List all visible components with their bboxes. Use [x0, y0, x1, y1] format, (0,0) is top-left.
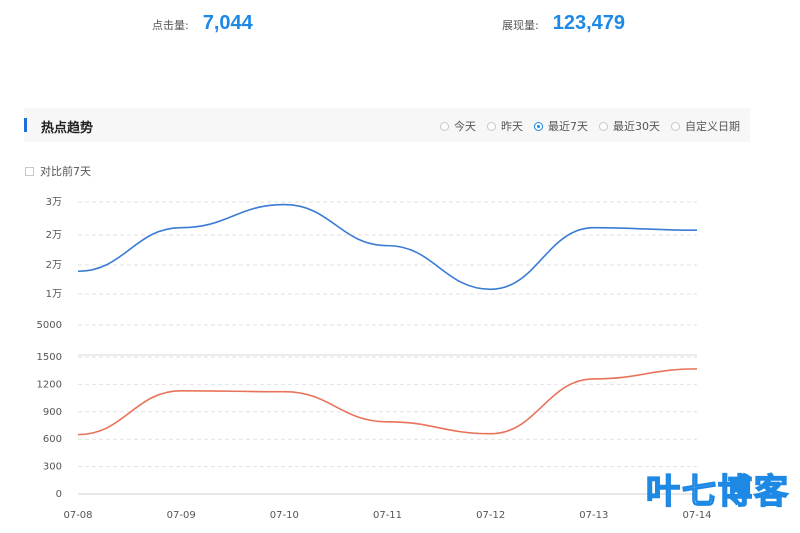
- radio-icon: [599, 121, 608, 131]
- range-today[interactable]: 今天: [440, 118, 476, 134]
- y-tick-label: 900: [43, 407, 62, 418]
- y-tick-label: 1200: [37, 379, 62, 390]
- range-yesterday[interactable]: 昨天: [487, 118, 523, 134]
- trend-chart: 3万 2万 2万 1万 5000 1500 1200 900 600 300 007-08 07-09…: [37, 197, 712, 520]
- y-tick-label: 0: [56, 489, 62, 500]
- clicks-stat: 点击量: 7,044: [152, 12, 253, 35]
- section-accent-bar: [24, 118, 27, 132]
- range-last-30-days[interactable]: 最近30天: [599, 118, 660, 134]
- y-tick-label: 300: [43, 462, 62, 473]
- x-tick-label: 07-10: [270, 510, 299, 520]
- trend-header: 热点趋势 今天 昨天 最近7天 最近30天 自定义日期: [24, 108, 750, 142]
- y-tick-label: 2万: [46, 260, 62, 271]
- date-range-selector: 今天 昨天 最近7天 最近30天 自定义日期: [440, 118, 740, 134]
- range-last-7-days[interactable]: 最近7天: [534, 118, 588, 134]
- range-label: 昨天: [501, 120, 523, 133]
- series-line-bottom: [77, 368, 698, 436]
- views-value: 123,479: [552, 12, 626, 34]
- series-line-top: [77, 203, 698, 291]
- views-stat: 展现量: 123,479: [502, 12, 625, 35]
- y-tick-label: 5000: [37, 320, 62, 331]
- radio-icon: [534, 121, 543, 131]
- x-tick-label: 07-14: [682, 510, 711, 520]
- views-label: 展现量:: [502, 19, 539, 32]
- radio-icon: [440, 121, 449, 131]
- y-tick-label: 600: [43, 434, 62, 445]
- range-label: 最近7天: [548, 120, 588, 133]
- clicks-value: 7,044: [202, 12, 253, 34]
- range-label: 今天: [454, 120, 476, 133]
- range-label: 自定义日期: [685, 120, 740, 133]
- watermark-logo: 叶七博客: [645, 471, 790, 513]
- range-label: 最近30天: [613, 120, 660, 133]
- range-custom-date[interactable]: 自定义日期: [671, 118, 740, 134]
- x-tick-label: 07-11: [373, 510, 402, 520]
- x-tick-label: 07-12: [476, 510, 505, 520]
- y-tick-label: 1万: [46, 289, 62, 300]
- x-tick-label: 07-09: [167, 510, 196, 520]
- compare-previous-checkbox[interactable]: 对比前7天: [25, 163, 91, 179]
- compare-label: 对比前7天: [40, 165, 91, 178]
- y-tick-label: 3万: [46, 197, 62, 208]
- clicks-label: 点击量:: [152, 19, 189, 32]
- x-tick-label: 07-08: [63, 510, 92, 520]
- x-tick-label: 07-13: [579, 510, 608, 520]
- y-tick-label: 2万: [46, 230, 62, 241]
- radio-icon: [487, 121, 496, 131]
- y-tick-label: 1500: [37, 352, 62, 363]
- checkbox-icon: [25, 166, 34, 176]
- radio-icon: [671, 121, 680, 131]
- trend-title: 热点趋势: [41, 121, 94, 136]
